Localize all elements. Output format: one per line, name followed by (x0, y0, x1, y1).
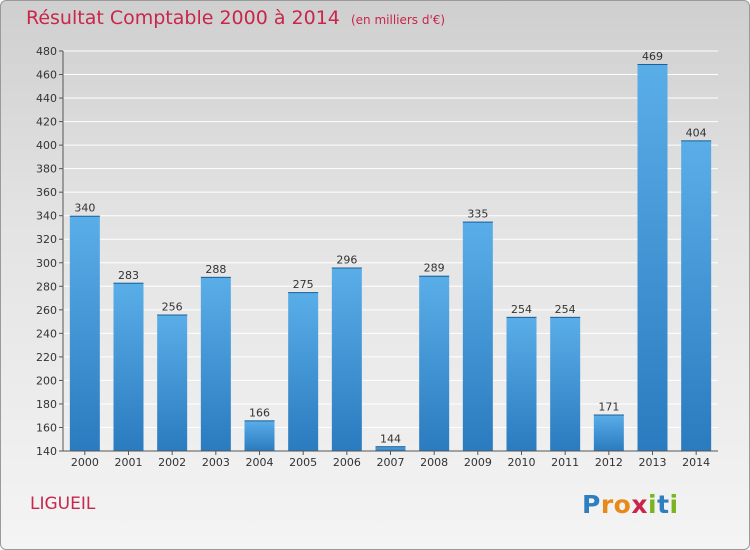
chart-title: Résultat Comptable 2000 à 2014 (en milli… (26, 7, 445, 29)
y-tick-label: 360 (36, 186, 57, 199)
logo-letter: x (631, 490, 648, 519)
logo-letter: t (657, 490, 670, 519)
x-tick-label: 2010 (508, 456, 536, 469)
data-label: 254 (511, 303, 532, 316)
bar (462, 221, 493, 451)
data-label: 296 (336, 253, 357, 266)
proxiti-logo: Proxiti (582, 490, 679, 519)
bar (113, 282, 144, 451)
bar (288, 292, 319, 451)
bar (681, 140, 712, 452)
y-tick-label: 240 (36, 327, 57, 340)
bar (506, 316, 537, 451)
location-name: LIGUEIL (30, 494, 96, 514)
y-tick-label: 160 (36, 421, 57, 434)
y-tick-label: 340 (36, 210, 57, 223)
x-tick-label: 2009 (464, 456, 492, 469)
y-tick-label: 140 (36, 445, 57, 458)
data-label: 166 (249, 406, 270, 419)
data-label: 335 (467, 208, 488, 221)
grid-lines (63, 50, 718, 452)
logo-letter: i (648, 490, 658, 519)
data-label: 288 (205, 263, 226, 276)
x-tick-label: 2014 (682, 456, 710, 469)
data-label: 289 (424, 262, 445, 275)
data-label: 469 (642, 50, 663, 63)
y-tick-label: 380 (36, 163, 57, 176)
x-axis: 2000 2001 2002 2003 2004 2005 2006 2007 2008 2009… (63, 450, 718, 469)
y-tick-label: 220 (36, 351, 57, 364)
x-tick-label: 2013 (639, 456, 667, 469)
y-tick-label: 420 (36, 116, 57, 129)
data-label: 254 (555, 303, 576, 316)
bar (593, 414, 624, 451)
data-label: 256 (162, 301, 183, 314)
bar (375, 446, 406, 451)
x-tick-label: 2003 (202, 456, 230, 469)
y-tick-label: 440 (36, 92, 57, 105)
bar (69, 215, 100, 451)
logo-letter: r (600, 490, 614, 519)
y-tick-label: 280 (36, 280, 57, 293)
data-label: 171 (598, 401, 619, 414)
x-tick-label: 2011 (551, 456, 579, 469)
x-tick-label: 2007 (377, 456, 405, 469)
y-tick-label: 480 (36, 45, 57, 58)
x-tick-label: 2012 (595, 456, 623, 469)
y-tick-label: 260 (36, 304, 57, 317)
x-tick-label: 2006 (333, 456, 361, 469)
chart-title-main: Résultat Comptable 2000 à 2014 (26, 7, 340, 29)
y-tick-label: 180 (36, 398, 57, 411)
logo-letter: o (613, 490, 632, 519)
logo-letter: i (669, 490, 679, 519)
x-tick-label: 2002 (158, 456, 186, 469)
data-label: 404 (686, 126, 707, 139)
x-tick-label: 2001 (115, 456, 143, 469)
bar (244, 420, 275, 451)
data-label: 275 (293, 278, 314, 291)
y-tick-label: 400 (36, 139, 57, 152)
bar (157, 314, 188, 451)
bars: 340 283 256 288 166 275 296 144 289 335 254 254 171 4… (69, 50, 712, 452)
y-tick-label: 460 (36, 69, 57, 82)
x-tick-label: 2005 (289, 456, 317, 469)
bar (331, 267, 362, 451)
x-tick-label: 2000 (71, 456, 99, 469)
bar (419, 275, 450, 451)
bar (200, 276, 231, 451)
data-label: 144 (380, 432, 401, 445)
logo-letter: P (582, 490, 601, 519)
y-tick-label: 300 (36, 257, 57, 270)
x-tick-label: 2008 (420, 456, 448, 469)
bar (550, 316, 581, 451)
chart-title-unit: (en milliers d'€) (350, 13, 446, 27)
bar (637, 63, 668, 452)
data-label: 283 (118, 269, 139, 282)
x-tick-label: 2004 (246, 456, 274, 469)
y-tick-label: 200 (36, 374, 57, 387)
y-axis: 140 160 180 200 220 240 260 280 300 320 340 360 380 4… (36, 45, 64, 458)
data-label: 340 (74, 202, 95, 215)
y-tick-label: 320 (36, 233, 57, 246)
